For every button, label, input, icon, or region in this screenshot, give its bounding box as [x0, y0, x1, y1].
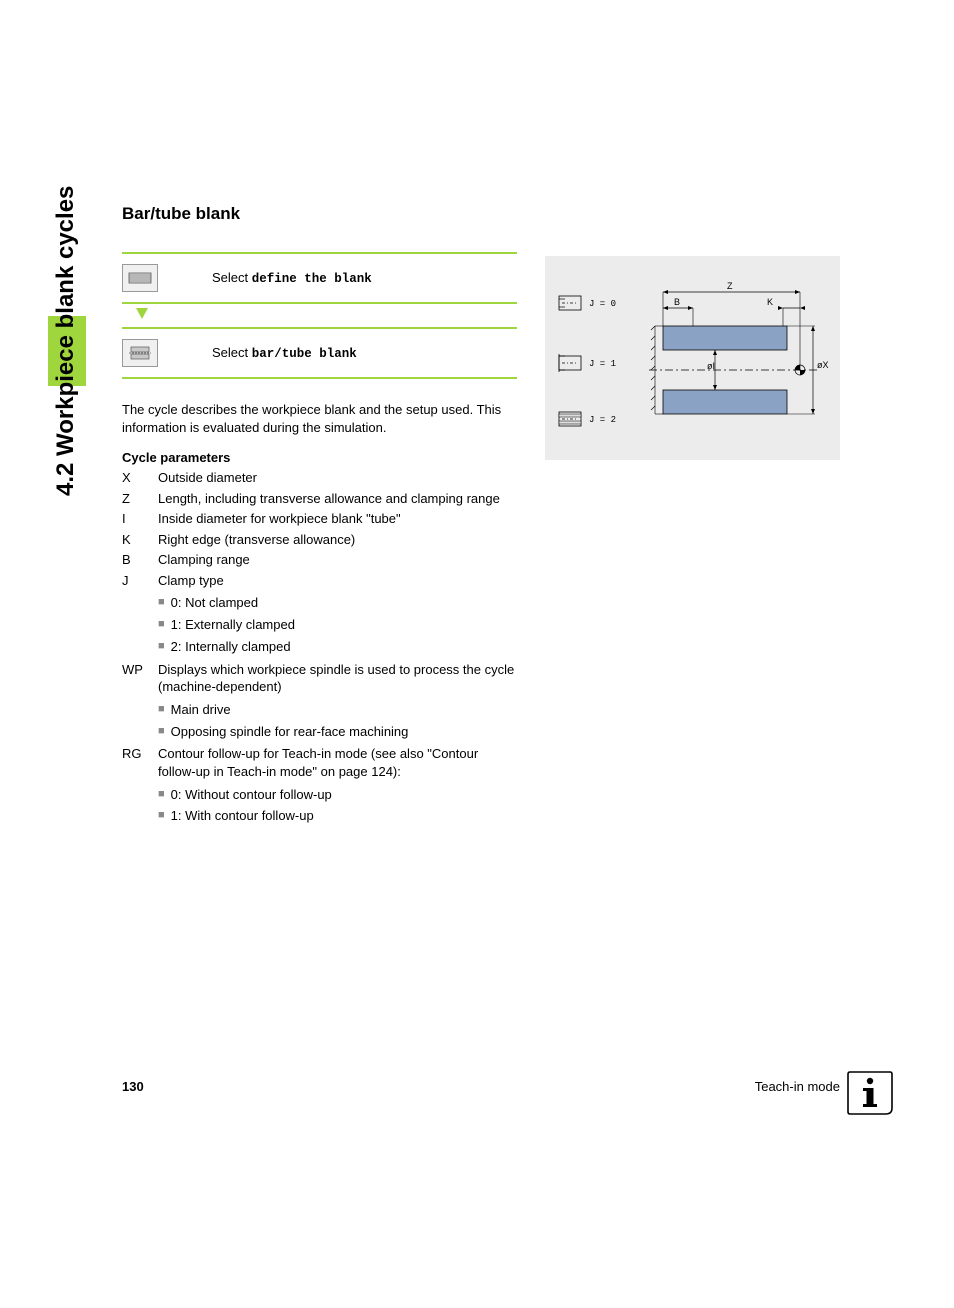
footer-mode: Teach-in mode — [755, 1079, 840, 1094]
legend-j0-label: J = 0 — [589, 299, 616, 309]
page-footer: 130 Teach-in mode — [122, 1079, 840, 1094]
param-key: B — [122, 551, 158, 569]
step-text: Select define the blank — [212, 270, 372, 286]
step-prefix: Select — [212, 270, 252, 285]
param-row: KRight edge (transverse allowance) — [122, 531, 517, 549]
step-bold: bar/tube blank — [252, 347, 357, 361]
param-sub-item: ■ Opposing spindle for rear-face machinin… — [158, 722, 517, 742]
param-sub-item: ■ 1: With contour follow-up — [158, 806, 517, 826]
param-key: J — [122, 572, 158, 590]
bullet-icon: ■ — [158, 700, 165, 720]
param-key: Z — [122, 490, 158, 508]
body-text: The cycle describes the workpiece blank … — [122, 401, 517, 436]
dim-phi-i: øI — [707, 361, 715, 371]
bar-tube-blank-icon — [122, 339, 158, 367]
param-sub-list: ■ 0: Not clamped ■ 1: Externally clamped ■ 2:… — [158, 593, 517, 656]
step-row: Select bar/tube blank — [122, 329, 517, 377]
dim-b: B — [674, 297, 680, 307]
param-row: IInside diameter for workpiece blank "tu… — [122, 510, 517, 528]
param-row: BClamping range — [122, 551, 517, 569]
page-number: 130 — [122, 1079, 144, 1094]
info-icon — [846, 1068, 894, 1116]
page-heading: Bar/tube blank — [122, 204, 842, 224]
param-sub-item: ■ Main drive — [158, 700, 517, 720]
bullet-icon: ■ — [158, 722, 165, 742]
dim-z: Z — [727, 281, 733, 291]
workpiece-diagram: J = 0 J = 1 J = 2 — [545, 256, 840, 460]
divider — [122, 377, 517, 379]
param-row: XOutside diameter — [122, 469, 517, 487]
param-desc: Length, including transverse allowance a… — [158, 490, 517, 508]
section-side-tab: 4.2 Workpiece blank cycles — [48, 196, 86, 506]
param-desc: Inside diameter for workpiece blank "tub… — [158, 510, 517, 528]
param-sub-text: 0: Without contour follow-up — [171, 785, 332, 805]
param-sub-list: ■ Main drive ■ Opposing spindle for rear-fa… — [158, 700, 517, 742]
param-row: WPDisplays which workpiece spindle is us… — [122, 661, 517, 696]
dim-phi-x: øX — [817, 360, 829, 370]
param-sub-text: Opposing spindle for rear-face machining — [171, 722, 409, 742]
divider — [122, 302, 517, 304]
param-desc: Contour follow-up for Teach-in mode (see… — [158, 745, 517, 780]
step-bold: define the blank — [252, 272, 372, 286]
bullet-icon: ■ — [158, 593, 165, 613]
param-sub-item: ■ 0: Without contour follow-up — [158, 785, 517, 805]
param-sub-text: 2: Internally clamped — [171, 637, 291, 657]
legend-j1-label: J = 1 — [589, 359, 616, 369]
step-row: Select define the blank — [122, 254, 517, 302]
step-text: Select bar/tube blank — [212, 345, 357, 361]
param-sub-item: ■ 1: Externally clamped — [158, 615, 517, 635]
bullet-icon: ■ — [158, 806, 165, 826]
param-row: RGContour follow-up for Teach-in mode (s… — [122, 745, 517, 780]
bullet-icon: ■ — [158, 637, 165, 657]
bullet-icon: ■ — [158, 785, 165, 805]
param-desc: Clamping range — [158, 551, 517, 569]
side-tab-label: 4.2 Workpiece blank cycles — [52, 186, 80, 496]
param-desc: Clamp type — [158, 572, 517, 590]
dim-k: K — [767, 297, 773, 307]
param-sub-text: 1: With contour follow-up — [171, 806, 314, 826]
param-table: XOutside diameterZLength, including tran… — [122, 469, 517, 826]
param-desc: Displays which workpiece spindle is used… — [158, 661, 517, 696]
param-key: X — [122, 469, 158, 487]
param-sub-item: ■ 2: Internally clamped — [158, 637, 517, 657]
param-sub-list: ■ 0: Without contour follow-up ■ 1: With co… — [158, 785, 517, 827]
param-sub-text: 1: Externally clamped — [171, 615, 295, 635]
step-prefix: Select — [212, 345, 252, 360]
param-key: RG — [122, 745, 158, 780]
param-key: K — [122, 531, 158, 549]
bullet-icon: ■ — [158, 615, 165, 635]
param-row: ZLength, including transverse allowance … — [122, 490, 517, 508]
param-desc: Outside diameter — [158, 469, 517, 487]
legend-j2-label: J = 2 — [589, 415, 616, 425]
define-blank-icon — [122, 264, 158, 292]
param-key: WP — [122, 661, 158, 696]
param-sub-text: 0: Not clamped — [171, 593, 258, 613]
param-sub-text: Main drive — [171, 700, 231, 720]
param-key: I — [122, 510, 158, 528]
param-row: JClamp type — [122, 572, 517, 590]
param-desc: Right edge (transverse allowance) — [158, 531, 517, 549]
param-sub-item: ■ 0: Not clamped — [158, 593, 517, 613]
